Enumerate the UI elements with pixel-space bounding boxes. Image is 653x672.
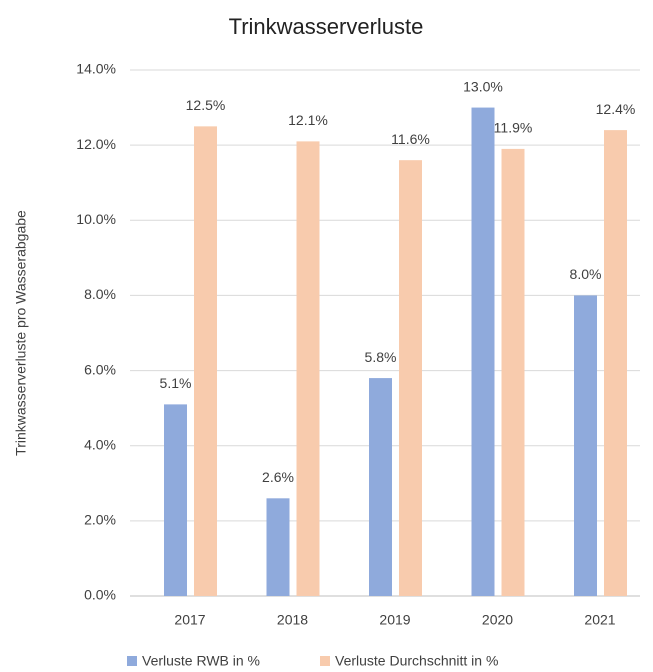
data-label: 8.0%: [570, 266, 602, 282]
data-label: 12.4%: [596, 101, 636, 117]
bar: [369, 378, 392, 596]
data-label: 5.8%: [365, 349, 397, 365]
x-tick-label: 2019: [379, 612, 410, 628]
legend-swatch: [127, 656, 137, 666]
y-tick-label: 2.0%: [84, 512, 116, 528]
bar: [194, 126, 217, 596]
y-tick-label: 12.0%: [76, 136, 116, 152]
y-tick-label: 6.0%: [84, 361, 116, 377]
bar: [399, 160, 422, 596]
x-tick-label: 2021: [584, 612, 615, 628]
data-label: 11.6%: [391, 131, 430, 147]
y-tick-label: 14.0%: [76, 61, 116, 77]
x-tick-label: 2020: [482, 612, 513, 628]
legend-label: Verluste Durchschnitt in %: [335, 653, 498, 669]
data-label: 5.1%: [160, 375, 192, 391]
data-label: 11.9%: [494, 120, 533, 136]
data-label: 13.0%: [463, 78, 503, 94]
data-label: 12.1%: [288, 112, 328, 128]
chart-title: Trinkwasserverluste: [229, 14, 424, 39]
bar: [574, 295, 597, 596]
y-tick-label: 8.0%: [84, 286, 116, 302]
bar: [266, 498, 290, 596]
legend-swatch: [320, 656, 330, 666]
y-tick-label: 4.0%: [84, 436, 116, 452]
y-axis-label: Trinkwasserverluste pro Wasserabgabe: [13, 210, 29, 456]
x-tick-label: 2017: [174, 612, 205, 628]
bar: [296, 141, 320, 596]
y-tick-label: 10.0%: [76, 211, 116, 227]
bar: [501, 148, 525, 596]
data-label: 12.5%: [186, 97, 226, 113]
bar: [471, 107, 495, 597]
bar: [164, 404, 187, 596]
data-label: 2.6%: [262, 469, 294, 485]
x-tick-label: 2018: [277, 612, 308, 628]
bar: [604, 130, 627, 596]
legend-label: Verluste RWB in %: [142, 653, 260, 669]
y-tick-label: 0.0%: [84, 587, 116, 603]
